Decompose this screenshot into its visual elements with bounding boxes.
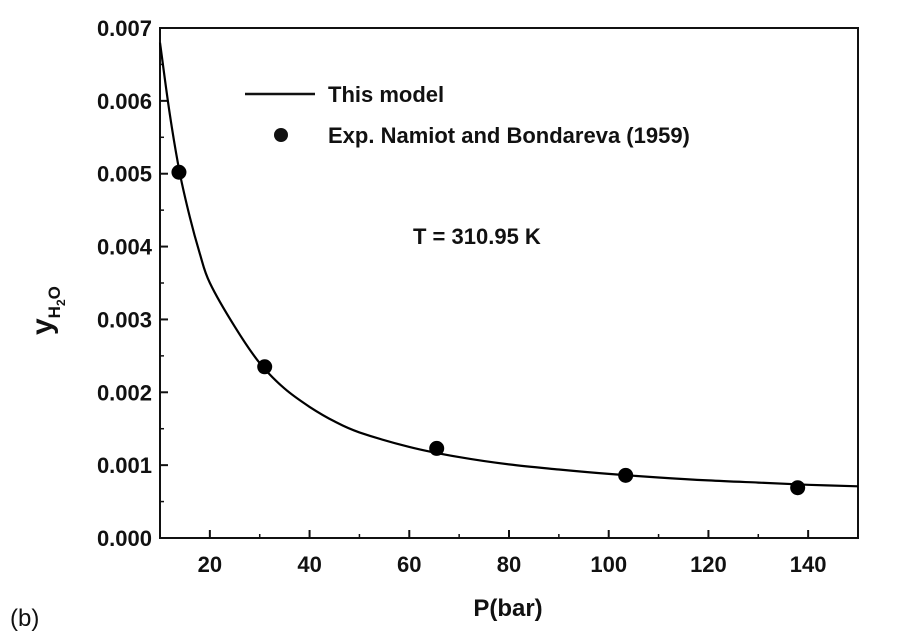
experimental-data-point	[171, 164, 187, 180]
experimental-data-point	[790, 480, 806, 496]
y-axis-title: yH2O	[26, 286, 68, 335]
x-tick-label: 100	[590, 552, 627, 577]
x-tick-label: 140	[790, 552, 827, 577]
y-axis-title-sub-o: O	[45, 286, 64, 299]
experimental-data-point	[429, 440, 445, 456]
x-axis-title: P(bar)	[473, 595, 542, 622]
x-tick-label: 120	[690, 552, 727, 577]
series-layer	[158, 42, 859, 496]
x-axis-ticks: 20 40 60 80 100 120 140	[159, 530, 859, 577]
x-tick-label: 60	[397, 552, 421, 577]
y-tick-label: 0.004	[97, 235, 153, 260]
y-axis-title-sub-2: 2	[54, 299, 68, 306]
y-tick-label: 0.007	[97, 16, 152, 41]
legend-label-experimental: Exp. Namiot and Bondareva (1959)	[328, 123, 690, 148]
y-tick-label: 0.005	[97, 162, 152, 187]
x-tick-label: 20	[198, 552, 222, 577]
legend: This model Exp. Namiot and Bondareva (19…	[245, 82, 690, 148]
legend-label-model: This model	[328, 82, 444, 107]
y-tick-label: 0.006	[97, 89, 152, 114]
model-curve-line	[158, 42, 859, 488]
x-tick-label: 80	[497, 552, 521, 577]
x-tick-label: 40	[297, 552, 321, 577]
experimental-data-point	[618, 467, 634, 483]
y-tick-label: 0.000	[97, 526, 152, 551]
y-axis-title-sub-h: H	[45, 306, 64, 318]
y-axis-title-main: y	[26, 318, 59, 335]
legend-marker-swatch	[274, 128, 288, 142]
y-axis-ticks: 0.000 0.001 0.002 0.003 0.004 0.005 0.006 0.007	[97, 16, 168, 551]
experimental-data-point	[257, 359, 273, 375]
y-tick-label: 0.001	[97, 453, 152, 478]
temperature-annotation: T = 310.95 K	[413, 224, 541, 249]
panel-label: (b)	[10, 605, 39, 632]
y-tick-label: 0.003	[97, 307, 152, 332]
y-tick-label: 0.002	[97, 380, 152, 405]
plot-area-frame	[159, 27, 859, 539]
